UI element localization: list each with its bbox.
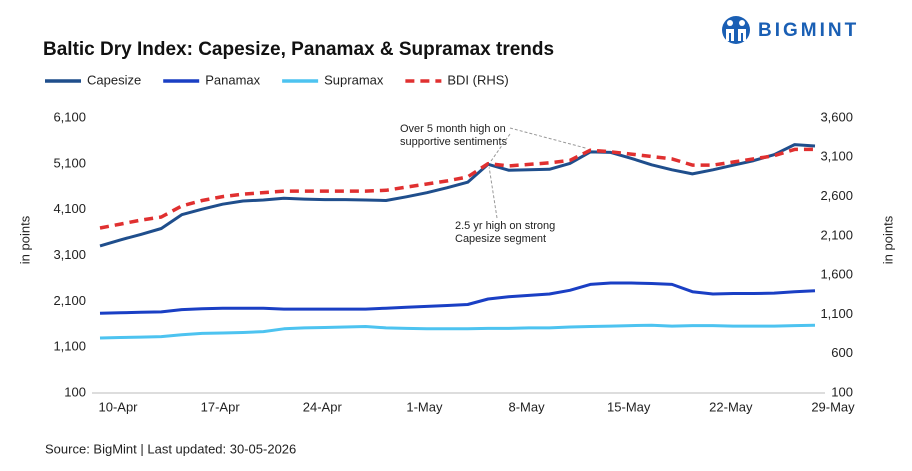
x-tick-label: 24-Apr: [303, 399, 343, 414]
series-line: [99, 323, 816, 340]
x-tick-label: 29-May: [811, 399, 855, 414]
y2-axis-title: in points: [880, 215, 895, 264]
y2-tick-label: 1,100: [820, 306, 853, 321]
legend-label: Panamax: [205, 72, 260, 87]
y2-tick-label: 2,600: [820, 188, 853, 203]
x-tick-label: 1-May: [406, 399, 443, 414]
source: Source: BigMint | Last updated: 30-05-20…: [45, 441, 296, 456]
series-line: [99, 143, 816, 248]
brand: BIGMINT: [758, 20, 859, 41]
y2-tick-label: 3,100: [820, 149, 853, 164]
x-tick-label: 10-Apr: [98, 399, 138, 414]
y-tick-label: 1,100: [53, 339, 86, 354]
y2-tick-label: 600: [831, 345, 853, 360]
legend-label: Supramax: [324, 72, 384, 87]
y-tick-label: 100: [64, 384, 86, 399]
y-tick-label: 3,100: [53, 247, 86, 262]
annotation-text: supportive sentiments: [400, 136, 507, 148]
legend-label: BDI (RHS): [447, 72, 508, 87]
annotation-arrow: [489, 133, 511, 163]
y2-tick-label: 100: [831, 384, 853, 399]
annotation-arrow: [488, 167, 498, 219]
legend-label: Capesize: [87, 72, 141, 87]
series-line: [99, 281, 816, 315]
series-line: [99, 147, 815, 230]
chart-title: Baltic Dry Index: Capesize, Panamax & Su…: [43, 39, 554, 60]
y2-tick-label: 1,600: [820, 267, 853, 282]
logo-icon: [722, 16, 750, 44]
y-tick-label: 2,100: [53, 293, 86, 308]
annotation-text: 2.5 yr high on strong: [455, 220, 555, 232]
y-tick-label: 6,100: [53, 109, 86, 124]
annotation-text: Over 5 month high on: [400, 123, 506, 135]
x-tick-label: 22-May: [709, 399, 753, 414]
y-tick-label: 4,100: [53, 201, 86, 216]
y2-tick-label: 3,600: [820, 109, 853, 124]
y2-tick-label: 2,100: [820, 227, 853, 242]
y-axis-title: in points: [17, 215, 32, 264]
annotation-text: Capesize segment: [455, 233, 546, 245]
annotation-arrow: [509, 127, 587, 149]
x-tick-label: 15-May: [607, 399, 651, 414]
x-tick-label: 8-May: [509, 399, 546, 414]
x-tick-label: 17-Apr: [201, 399, 241, 414]
y-tick-label: 5,100: [53, 155, 86, 170]
